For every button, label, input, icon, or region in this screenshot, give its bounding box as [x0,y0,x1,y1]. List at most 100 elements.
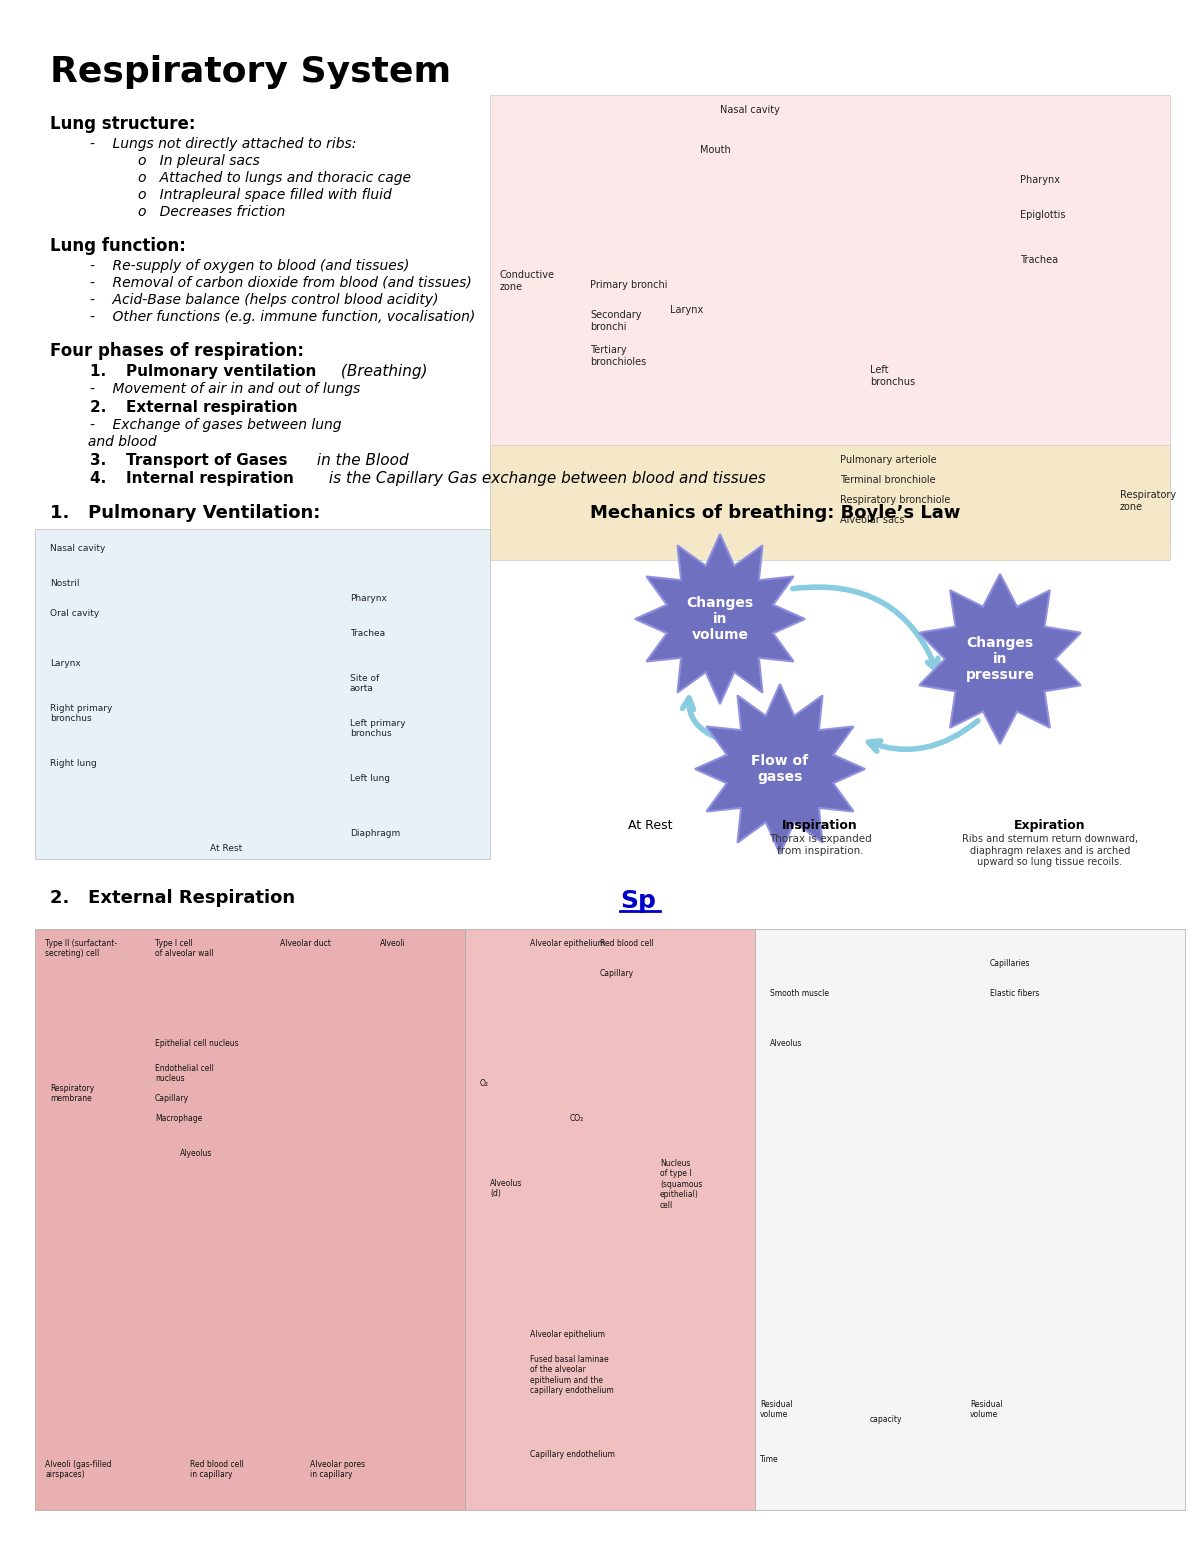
Text: Alveolar pores
in capillary: Alveolar pores in capillary [310,1460,365,1480]
Text: Four phases of respiration:: Four phases of respiration: [50,342,304,360]
Text: Right primary
bronchus: Right primary bronchus [50,704,113,724]
Text: Alveolus
(d): Alveolus (d) [490,1179,522,1199]
Text: External respiration: External respiration [126,401,298,415]
Text: Right lung: Right lung [50,759,97,769]
Text: Epithelial cell nucleus: Epithelial cell nucleus [155,1039,239,1048]
Bar [755,929,1186,1510]
Text: Diaphragm: Diaphragm [350,829,401,839]
Text: Larynx: Larynx [50,658,80,668]
Text: Capillaries: Capillaries [990,960,1031,968]
Text: Thorax is expanded
from inspiration.: Thorax is expanded from inspiration. [769,834,871,856]
Text: -    Acid-Base balance (helps control blood acidity): - Acid-Base balance (helps control blood… [90,294,438,307]
Text: Trachea: Trachea [350,629,385,638]
Text: Respiratory
membrane: Respiratory membrane [50,1084,95,1103]
Text: Trachea: Trachea [1020,255,1058,266]
Text: Terminal bronchiole: Terminal bronchiole [840,475,936,485]
Text: Tertiary
bronchioles: Tertiary bronchioles [590,345,647,367]
Text: Nasal cavity: Nasal cavity [720,106,780,115]
Bar [490,95,1170,540]
Text: Pulmonary ventilation: Pulmonary ventilation [126,363,317,379]
Text: Alveoli: Alveoli [380,940,406,947]
Text: -    Movement of air in and out of lungs: - Movement of air in and out of lungs [90,382,360,396]
Text: Alveolar epithelium: Alveolar epithelium [530,1329,605,1339]
Text: Endothelial cell
nucleus: Endothelial cell nucleus [155,1064,214,1084]
Text: Primary bronchi: Primary bronchi [590,280,667,290]
Text: Elastic fibers: Elastic fibers [990,989,1039,999]
Text: Type I cell
of alveolar wall: Type I cell of alveolar wall [155,940,214,958]
Text: 3.: 3. [90,453,116,467]
Text: Time: Time [760,1455,779,1464]
Text: O₂: O₂ [480,1079,490,1089]
Text: Smooth muscle: Smooth muscle [770,989,829,999]
Text: Conductive
zone: Conductive zone [500,270,554,292]
Text: -    Exchange of gases between lung: - Exchange of gases between lung [90,418,342,432]
Text: Capillary: Capillary [600,969,634,978]
Text: o   Intrapleural space filled with fluid: o Intrapleural space filled with fluid [138,188,391,202]
Text: Alveolus: Alveolus [770,1039,803,1048]
Text: Capillary endothelium: Capillary endothelium [530,1451,614,1458]
Text: Mouth: Mouth [700,144,731,155]
Text: 2.   External Respiration: 2. External Respiration [50,888,295,907]
Text: Ribs and sternum return downward,
diaphragm relaxes and is arched
upward so lung: Ribs and sternum return downward, diaphr… [962,834,1138,867]
Text: o   Decreases friction: o Decreases friction [138,205,286,219]
Text: Alveolar epithelium: Alveolar epithelium [530,940,605,947]
Bar [35,530,490,859]
Text: Left
bronchus: Left bronchus [870,365,916,387]
Text: 2.: 2. [90,401,116,415]
Polygon shape [695,683,865,854]
Text: Nasal cavity: Nasal cavity [50,544,106,553]
Text: Red blood cell: Red blood cell [600,940,654,947]
Text: Pharynx: Pharynx [350,593,386,603]
Text: Respiratory bronchiole: Respiratory bronchiole [840,495,950,505]
Text: CO₂: CO₂ [570,1114,584,1123]
Text: -    Lungs not directly attached to ribs:: - Lungs not directly attached to ribs: [90,137,356,151]
Text: Type II (surfactant-
secreting) cell: Type II (surfactant- secreting) cell [46,940,118,958]
Polygon shape [919,575,1081,744]
Bar [490,446,1170,561]
Text: Lung function:: Lung function: [50,238,186,255]
Text: Alveolar sacs: Alveolar sacs [840,516,905,525]
Text: Flow of
gases: Flow of gases [751,753,809,784]
Text: Secondary
bronchi: Secondary bronchi [590,311,642,332]
Text: Alveoli (gas-filled
airspaces): Alveoli (gas-filled airspaces) [46,1460,112,1480]
Text: Nostril: Nostril [50,579,79,589]
Text: o   Attached to lungs and thoracic cage: o Attached to lungs and thoracic cage [138,171,410,185]
Bar [466,929,755,1510]
Text: Red blood cell
in capillary: Red blood cell in capillary [190,1460,244,1480]
Text: -    Other functions (e.g. immune function, vocalisation): - Other functions (e.g. immune function,… [90,311,475,325]
Text: Capillary: Capillary [155,1093,190,1103]
Text: Pulmonary arteriole: Pulmonary arteriole [840,455,937,464]
Text: Left primary
bronchus: Left primary bronchus [350,719,406,738]
Text: Changes
in
volume: Changes in volume [686,596,754,643]
Text: 4.: 4. [90,471,116,486]
FancyArrowPatch shape [869,721,978,752]
Text: is the Capillary Gas exchange between blood and tissues: is the Capillary Gas exchange between bl… [324,471,766,486]
Text: Fused basal laminae
of the alveolar
epithelium and the
capillary endothelium: Fused basal laminae of the alveolar epit… [530,1356,613,1395]
Text: (Breathing): (Breathing) [336,363,427,379]
Text: -    Removal of carbon dioxide from blood (and tissues): - Removal of carbon dioxide from blood (… [90,276,472,290]
Text: Epiglottis: Epiglottis [1020,210,1066,221]
Text: Internal respiration: Internal respiration [126,471,294,486]
Text: Expiration: Expiration [1014,818,1086,832]
FancyArrowPatch shape [683,697,718,738]
Text: Lung structure:: Lung structure: [50,115,196,134]
Bar [35,929,466,1510]
Polygon shape [635,534,805,704]
Text: Pharynx: Pharynx [1020,175,1060,185]
Text: Larynx: Larynx [670,304,703,315]
Text: Alveolar duct: Alveolar duct [280,940,331,947]
Text: Inspiration: Inspiration [782,818,858,832]
Text: Residual
volume: Residual volume [760,1399,793,1419]
Text: Respiratory System: Respiratory System [50,54,451,89]
Text: At Rest: At Rest [210,843,242,853]
Text: o   In pleural sacs: o In pleural sacs [138,154,260,168]
Text: capacity: capacity [870,1415,902,1424]
FancyArrowPatch shape [793,587,938,671]
Text: in the Blood: in the Blood [312,453,409,467]
Text: Left lung: Left lung [350,773,390,783]
Text: -    Re-supply of oxygen to blood (and tissues): - Re-supply of oxygen to blood (and tiss… [90,259,409,273]
Text: 1.: 1. [90,363,116,379]
Text: Nucleus
of type I
(squamous
epithelial)
cell: Nucleus of type I (squamous epithelial) … [660,1159,702,1210]
Text: Site of
aorta: Site of aorta [350,674,379,693]
Text: Respiratory
zone: Respiratory zone [1120,491,1176,511]
